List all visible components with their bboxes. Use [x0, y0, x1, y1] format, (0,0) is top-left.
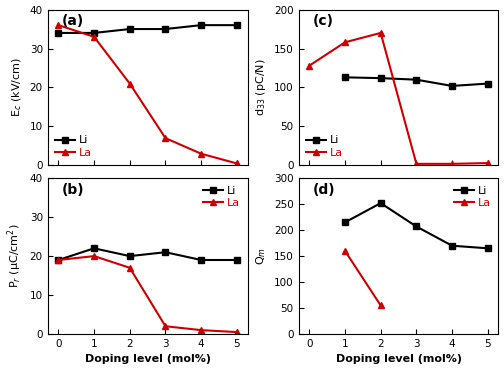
La: [162, 136, 168, 140]
Text: (a): (a): [61, 14, 84, 28]
La: [377, 31, 384, 35]
Text: (d): (d): [312, 183, 335, 197]
La: [485, 161, 491, 165]
La: [55, 23, 61, 27]
Li: [413, 77, 419, 82]
Li: [377, 76, 384, 80]
Legend: Li, La: Li, La: [53, 133, 94, 160]
Li: [162, 27, 168, 31]
La: [162, 324, 168, 329]
La: [342, 249, 348, 253]
La: [342, 40, 348, 44]
Text: (c): (c): [312, 14, 334, 28]
Li: [127, 27, 133, 31]
Li: [485, 246, 491, 250]
Li: [55, 31, 61, 35]
La: [234, 161, 240, 166]
Li: [485, 81, 491, 86]
Li: [413, 224, 419, 229]
La: [91, 254, 97, 258]
Li: [55, 258, 61, 262]
Line: Li: Li: [55, 245, 240, 263]
La: [127, 266, 133, 270]
Li: [342, 75, 348, 80]
Li: [198, 258, 204, 262]
Line: La: La: [306, 30, 491, 167]
La: [234, 330, 240, 334]
Legend: Li, La: Li, La: [304, 133, 345, 160]
Li: [449, 243, 455, 248]
La: [449, 162, 455, 166]
Line: Li: Li: [342, 74, 491, 90]
Text: (b): (b): [61, 183, 84, 197]
Y-axis label: d$_{33}$ (pC/N): d$_{33}$ (pC/N): [255, 59, 269, 116]
La: [377, 303, 384, 308]
Y-axis label: Q$_m$: Q$_m$: [255, 247, 269, 265]
Li: [91, 31, 97, 35]
La: [306, 63, 312, 68]
Legend: Li, La: Li, La: [201, 184, 242, 211]
La: [413, 162, 419, 166]
X-axis label: Doping level (mol%): Doping level (mol%): [85, 354, 211, 364]
Legend: Li, La: Li, La: [452, 184, 493, 211]
La: [55, 258, 61, 262]
Li: [234, 23, 240, 27]
Line: La: La: [55, 22, 240, 167]
Li: [377, 201, 384, 205]
Y-axis label: P$_r$ (μC/cm$^2$): P$_r$ (μC/cm$^2$): [6, 224, 24, 288]
Line: Li: Li: [342, 200, 491, 252]
Y-axis label: E$_c$ (kV/cm): E$_c$ (kV/cm): [11, 58, 24, 117]
Li: [234, 258, 240, 262]
Line: Li: Li: [55, 22, 240, 36]
Li: [198, 23, 204, 27]
Li: [127, 254, 133, 258]
Line: La: La: [55, 253, 240, 336]
Li: [342, 220, 348, 225]
Line: La: La: [342, 248, 384, 309]
La: [198, 151, 204, 156]
Li: [449, 84, 455, 88]
La: [91, 35, 97, 39]
Li: [162, 250, 168, 255]
La: [127, 81, 133, 86]
Li: [91, 246, 97, 250]
La: [198, 328, 204, 332]
X-axis label: Doping level (mol%): Doping level (mol%): [336, 354, 462, 364]
